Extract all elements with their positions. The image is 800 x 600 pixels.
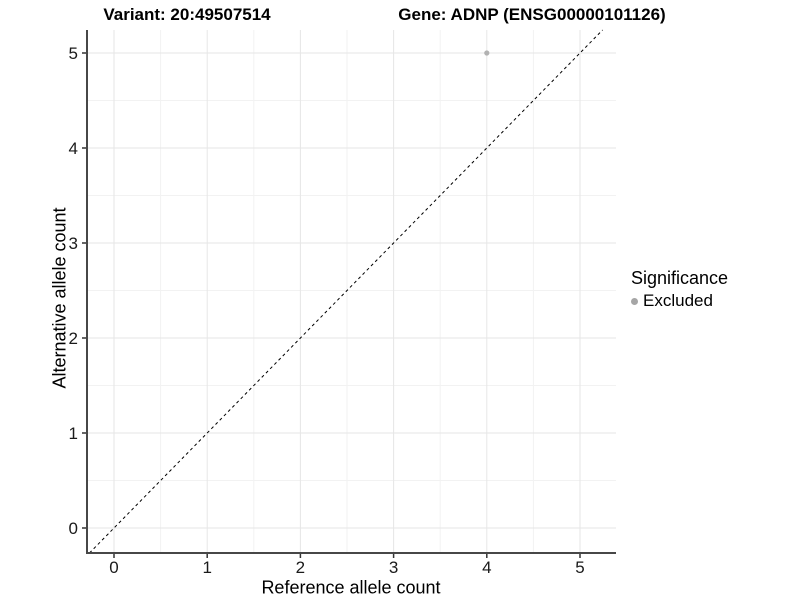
- x-tick-label: 3: [389, 558, 398, 577]
- x-tick-label: 5: [575, 558, 584, 577]
- plot-title-variant: Variant: 20:49507514: [103, 5, 271, 24]
- y-tick-label: 5: [69, 44, 78, 63]
- x-tick-label: 1: [202, 558, 211, 577]
- y-tick-label: 1: [69, 424, 78, 443]
- x-tick-label: 4: [482, 558, 491, 577]
- legend: Significance Excluded: [631, 268, 728, 312]
- data-point: [484, 50, 490, 56]
- point-key-icon: [631, 297, 638, 305]
- y-axis-title: Alternative allele count: [49, 207, 70, 389]
- x-axis-title: Reference allele count: [261, 577, 441, 598]
- y-tick-label: 0: [69, 519, 78, 538]
- identity-reference-line: [89, 29, 603, 554]
- x-tick-label: 0: [109, 558, 118, 577]
- legend-entry-excluded: Excluded: [631, 290, 728, 312]
- y-tick-label: 2: [69, 329, 78, 348]
- y-tick-label: 4: [69, 139, 78, 158]
- y-tick-label: 3: [69, 234, 78, 253]
- plot-title-gene: Gene: ADNP (ENSG00000101126): [398, 5, 666, 24]
- legend-label: Excluded: [643, 291, 713, 310]
- x-tick-label: 2: [296, 558, 305, 577]
- legend-title: Significance: [631, 268, 729, 288]
